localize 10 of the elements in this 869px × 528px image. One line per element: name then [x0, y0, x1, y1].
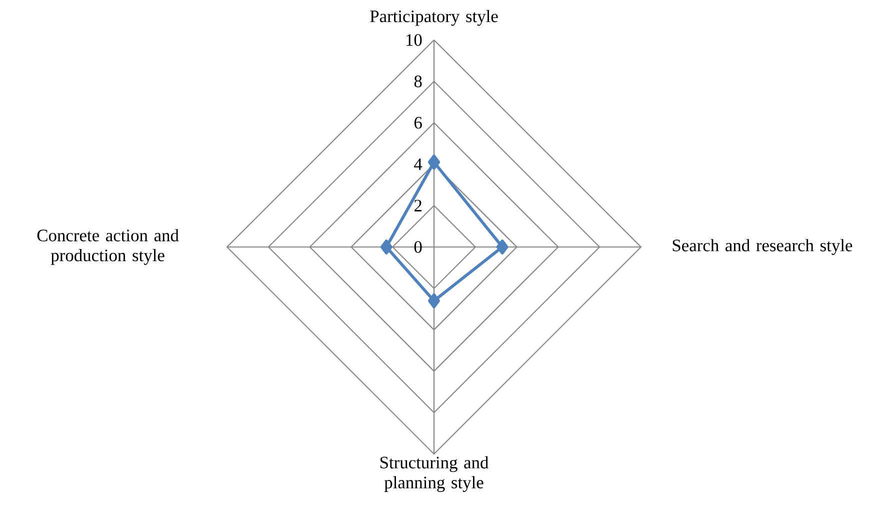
y-tick-label: 0 — [414, 241, 422, 253]
spoke-label: Concrete action and production style — [37, 229, 179, 265]
spoke-label: Participatory style — [370, 10, 498, 26]
spoke-label: Search and research style — [672, 239, 852, 255]
y-tick-label: 10 — [406, 34, 422, 46]
y-tick-label: 4 — [414, 158, 422, 170]
y-tick-label: 6 — [414, 116, 422, 129]
y-tick-label: 8 — [414, 76, 422, 88]
spoke-label: Structuring and planning style — [380, 456, 489, 492]
y-tick-label: 2 — [414, 200, 422, 212]
